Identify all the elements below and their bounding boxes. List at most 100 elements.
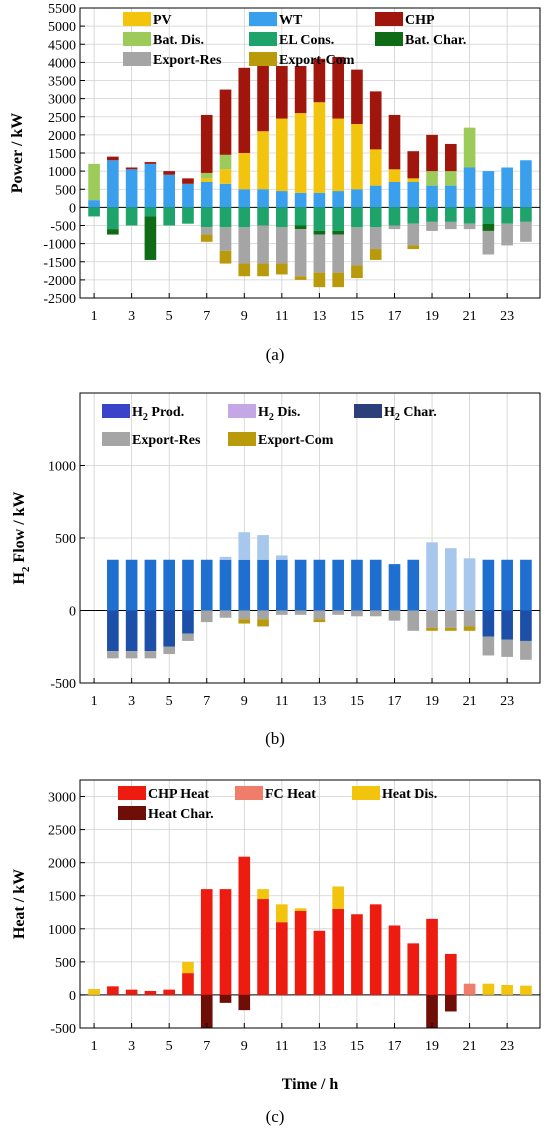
- x-tick-label: 3: [128, 1039, 135, 1054]
- bar-segment: [332, 272, 344, 288]
- bar-segment: [276, 227, 288, 264]
- bar-segment: [369, 91, 382, 150]
- legend-swatch: [249, 12, 277, 26]
- bar-segment: [407, 559, 420, 611]
- bar-segment: [238, 619, 251, 624]
- bar-segment: [388, 925, 401, 995]
- legend-label: Export-Com: [279, 53, 355, 68]
- bar-segment: [219, 559, 232, 611]
- bar-segment: [276, 555, 288, 560]
- bar-segment: [463, 558, 476, 611]
- bar-segment: [520, 559, 532, 611]
- y-tick-label: 3000: [48, 791, 76, 806]
- bar-segment: [482, 983, 495, 995]
- bar-segment: [200, 172, 213, 179]
- x-tick-label: 19: [425, 694, 439, 709]
- x-tick-label: 5: [166, 309, 173, 324]
- bar-segment: [144, 163, 157, 208]
- bar-segment: [407, 610, 420, 631]
- bar-segment: [463, 626, 476, 631]
- bar-segment: [369, 185, 382, 208]
- bar-segment: [144, 162, 157, 164]
- bar-segment: [351, 227, 363, 266]
- bar-segment: [257, 189, 269, 208]
- y-tick-label: 1000: [48, 165, 76, 180]
- bar-segment: [332, 886, 344, 909]
- bar-segment: [182, 178, 194, 184]
- y-tick-label: 5000: [48, 20, 76, 35]
- y-tick-label: 1000: [48, 923, 76, 938]
- y-tick-label: -1000: [43, 238, 76, 253]
- bar-segment: [444, 953, 457, 995]
- bar-segment: [125, 559, 138, 611]
- bar-segment: [501, 985, 513, 995]
- legend-swatch: [352, 786, 380, 800]
- bar-segment: [444, 185, 457, 208]
- bar-segment: [444, 994, 457, 1012]
- bar-segment: [313, 272, 326, 288]
- x-tick-label: 1: [91, 309, 98, 324]
- bar-segment: [294, 192, 307, 208]
- bar-segment: [482, 207, 495, 224]
- bar-segment: [125, 989, 138, 995]
- bar-segment: [369, 610, 382, 617]
- x-tick-label: 17: [387, 1039, 401, 1054]
- bar-segment: [200, 227, 213, 235]
- legend-label: PV: [153, 13, 172, 28]
- y-tick-label: -1500: [43, 256, 76, 271]
- bar-segment: [200, 234, 213, 242]
- bar-segment: [238, 227, 251, 264]
- bar-segment: [257, 619, 269, 627]
- bar-segment: [144, 610, 157, 652]
- bar-segment: [163, 646, 176, 654]
- bar-segment: [520, 640, 532, 660]
- bar-segment: [332, 191, 344, 208]
- bar-segment: [482, 230, 495, 255]
- bar-segment: [219, 183, 232, 208]
- x-tick-label: 11: [275, 1039, 288, 1054]
- x-tick-label: 9: [241, 1039, 248, 1054]
- bar-segment: [163, 559, 176, 611]
- x-tick-label: 19: [425, 1039, 439, 1054]
- y-tick-label: 1500: [48, 890, 76, 905]
- y-tick-label: 2500: [48, 111, 76, 126]
- bar-segment: [257, 263, 269, 277]
- bar-segment: [88, 163, 100, 201]
- bar-segment: [88, 988, 100, 995]
- bar-segment: [238, 610, 251, 620]
- y-tick-label: 0: [69, 201, 76, 216]
- bar-segment: [219, 89, 232, 155]
- bar-segment: [219, 889, 232, 995]
- bar-segment: [276, 263, 288, 275]
- bar-segment: [257, 535, 269, 560]
- bar-segment: [125, 610, 138, 652]
- x-tick-label: 19: [425, 309, 439, 324]
- bar-segment: [444, 610, 457, 628]
- bar-segment: [388, 564, 401, 611]
- bar-segment: [332, 230, 344, 235]
- x-tick-label: 7: [203, 1039, 210, 1054]
- bar-segment: [520, 160, 532, 208]
- bar-segment: [388, 207, 401, 226]
- bar-segment: [351, 559, 363, 611]
- legend-label: H2 Prod.: [132, 405, 184, 423]
- panel-caption: (a): [266, 345, 285, 364]
- bar-segment: [88, 207, 100, 217]
- bar-segment: [426, 918, 438, 995]
- bar-segment: [182, 559, 194, 611]
- bar-segment: [294, 229, 307, 277]
- bar-segment: [238, 994, 251, 1011]
- x-tick-label: 13: [312, 1039, 326, 1054]
- y-tick-label: 0: [69, 989, 76, 1004]
- bar-segment: [144, 990, 157, 995]
- y-tick-label: 1500: [48, 147, 76, 162]
- bar-segment: [520, 207, 532, 222]
- bar-segment: [294, 66, 307, 114]
- bar-segment: [482, 610, 495, 637]
- y-tick-label: 2000: [48, 129, 76, 144]
- y-tick-label: 4000: [48, 56, 76, 71]
- bar-segment: [163, 171, 176, 175]
- y-tick-label: 500: [55, 956, 76, 971]
